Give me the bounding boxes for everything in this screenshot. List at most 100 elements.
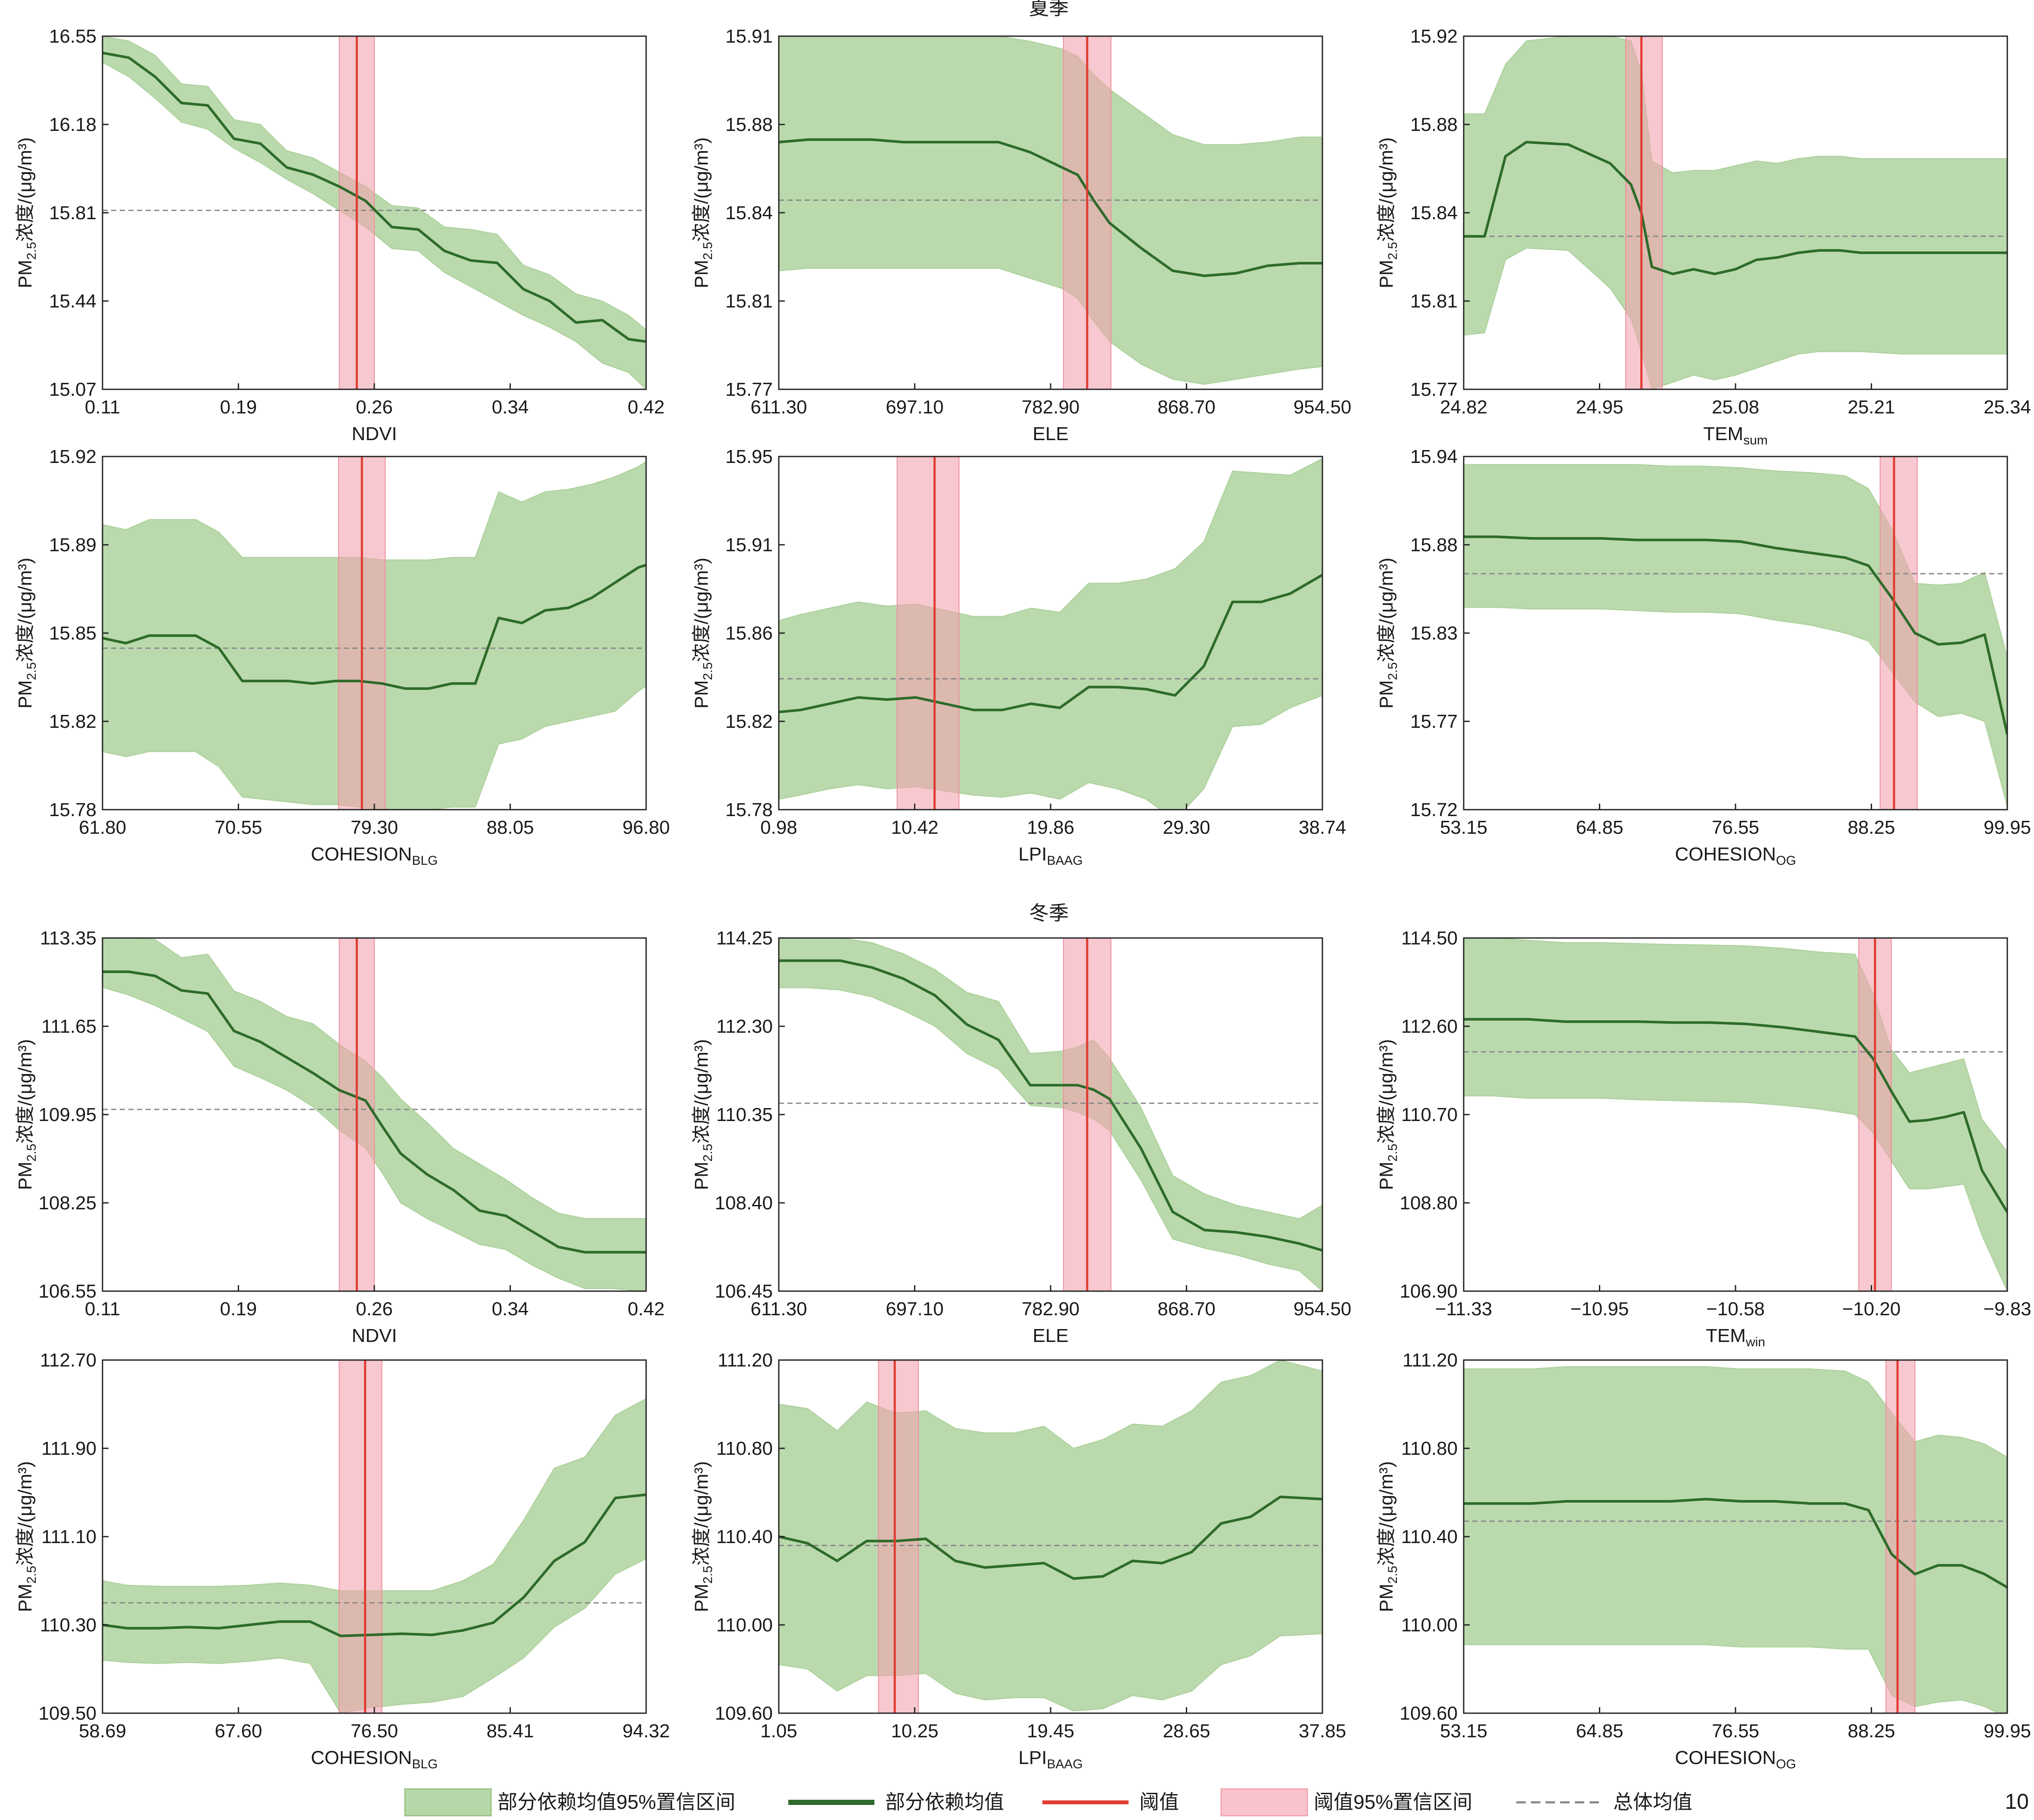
y-axis-title-main: PM (691, 680, 712, 708)
legend: 部分依赖均值95%置信区间 部分依赖均值 阈值 阈值95%置信区间 总体均值 (404, 1788, 1692, 1817)
x-tick-label: 697.10 (886, 397, 944, 418)
x-tick-label: 611.30 (750, 1298, 807, 1320)
y-axis-title-sub: 2.5 (25, 1144, 39, 1162)
ci-band (779, 458, 1322, 810)
legend-label-overall-mean: 总体均值 (1613, 1791, 1692, 1813)
y-axis-title-tail: 浓度/(μg/m³) (15, 137, 36, 242)
threshold-ci-band (1879, 457, 1918, 810)
y-axis-title: PM2.5浓度/(μg/m³) (15, 1039, 39, 1190)
pdp-panel-5: 0.98 10.42 19.86 29.30 38.74 15.78 15.82 15.86 1… (691, 446, 1346, 868)
y-axis-title-tail: 浓度/(μg/m³) (15, 1461, 36, 1566)
y-axis-title-sub: 2.5 (1386, 1566, 1400, 1584)
mean-line (103, 564, 646, 690)
x-tick-label: 96.80 (622, 817, 670, 838)
y-tick-label: 15.84 (1410, 202, 1458, 224)
y-tick-label: 114.25 (716, 928, 773, 949)
plot-area (1464, 457, 2007, 810)
y-tick-label: 15.88 (1410, 114, 1458, 135)
y-axis-title-main: PM (691, 260, 712, 288)
mean-line (103, 51, 646, 343)
y-tick-label: 15.89 (49, 534, 96, 556)
y-axis-title-sub: 2.5 (25, 662, 39, 680)
x-axis-title-main: TEM (1706, 1325, 1746, 1346)
ci-band (779, 36, 1322, 385)
x-axis-title-sub: sum (1743, 433, 1768, 447)
y-axis-title: PM2.5浓度/(μg/m³) (1376, 558, 1400, 709)
y-tick-label: 15.92 (1410, 26, 1458, 47)
x-axis-title: TEMsum (1703, 423, 1768, 447)
pdp-panel-9: −11.33 −10.95 −10.58 −10.20 −9.83 106.90 108.8… (1376, 928, 2031, 1349)
pdp-panel-8: 611.30 697.10 782.90 868.70 954.50 106.45 108.… (691, 928, 1351, 1346)
x-tick-label: 954.50 (1294, 397, 1352, 418)
plot-area (103, 457, 646, 810)
y-tick-label: 114.50 (1401, 928, 1458, 949)
x-axis-title-main: NDVI (351, 423, 397, 444)
x-axis-title: TEMwin (1706, 1325, 1765, 1349)
ci-band (1464, 464, 2007, 807)
ci-band (103, 1398, 646, 1713)
x-tick-label: 782.90 (1022, 1298, 1080, 1320)
y-tick-label: 15.86 (725, 623, 773, 644)
x-tick-label: 954.50 (1294, 1298, 1352, 1320)
mean-line (103, 1493, 646, 1637)
x-axis-title-main: COHESION (1675, 844, 1776, 865)
y-axis-title-main: PM (15, 680, 36, 708)
y-tick-label: 108.80 (1400, 1193, 1458, 1214)
section-title-winter: 冬季 (1029, 902, 1069, 924)
y-axis-title: PM2.5浓度/(μg/m³) (691, 1461, 715, 1612)
x-tick-label: 25.08 (1712, 397, 1759, 418)
x-tick-label: 0.26 (356, 397, 393, 418)
y-axis-title: PM2.5浓度/(μg/m³) (1376, 137, 1400, 289)
y-tick-label: 15.92 (49, 446, 96, 467)
x-axis-title-main: ELE (1033, 423, 1068, 444)
pdp-panel-12: 53.15 64.85 76.55 88.25 99.95 109.60 110.00 110… (1376, 1350, 2031, 1771)
y-tick-label: 110.30 (40, 1615, 96, 1636)
y-axis-title-main: PM (1376, 260, 1397, 288)
threshold-ci-band (1885, 1360, 1916, 1713)
y-axis-title: PM2.5浓度/(μg/m³) (691, 1039, 715, 1190)
x-tick-label: 53.15 (1440, 1721, 1487, 1742)
threshold-ci-band (339, 1360, 383, 1713)
x-tick-label: 88.25 (1847, 817, 1895, 838)
y-axis-title: PM2.5浓度/(μg/m³) (1376, 1461, 1400, 1612)
x-tick-label: 0.42 (628, 1298, 665, 1320)
mean-line (1464, 1497, 2007, 1589)
x-axis-title-main: LPI (1018, 844, 1047, 865)
pdp-panel-7: 0.11 0.19 0.26 0.34 0.42 106.55 108.25 109.95 11… (15, 928, 665, 1346)
x-axis-title: COHESIONBLG (311, 844, 438, 868)
y-tick-label: 106.55 (38, 1281, 96, 1302)
y-axis-title-sub: 2.5 (701, 242, 715, 260)
x-tick-label: 1.05 (760, 1721, 797, 1742)
y-axis-title: PM2.5浓度/(μg/m³) (691, 137, 715, 289)
x-tick-label: 58.69 (79, 1721, 126, 1742)
y-axis-title-main: PM (15, 1584, 36, 1612)
y-axis-title-sub: 2.5 (1386, 242, 1400, 260)
x-axis-title: LPIBAAG (1018, 844, 1082, 868)
x-tick-label: 37.85 (1299, 1721, 1346, 1742)
x-axis-title: COHESIONBLG (311, 1747, 438, 1771)
pdp-panel-6: 53.15 64.85 76.55 88.25 99.95 15.72 15.77 15.83… (1376, 446, 2031, 868)
y-axis-title: PM2.5浓度/(μg/m³) (15, 1461, 39, 1612)
y-tick-label: 16.55 (49, 26, 96, 47)
x-tick-label: 868.70 (1157, 397, 1216, 418)
x-tick-label: 0.42 (628, 397, 665, 418)
x-tick-label: 24.95 (1576, 397, 1623, 418)
x-tick-label: 76.50 (351, 1721, 398, 1742)
x-tick-label: 0.11 (85, 397, 120, 418)
y-tick-label: 15.94 (1410, 446, 1458, 467)
y-tick-label: 15.82 (725, 711, 773, 732)
plot-area (779, 1360, 1322, 1713)
legend-label-mean-line: 部分依赖均值 (885, 1791, 1004, 1813)
y-tick-label: 111.20 (718, 1350, 773, 1371)
x-tick-label: 25.21 (1847, 397, 1895, 418)
x-tick-label: 99.95 (1984, 817, 2031, 838)
y-axis-title-sub: 2.5 (25, 1566, 39, 1584)
y-axis-title-tail: 浓度/(μg/m³) (1376, 1039, 1397, 1144)
x-tick-label: −9.83 (1983, 1298, 2031, 1320)
x-axis-title-main: ELE (1033, 1325, 1068, 1346)
y-tick-label: 110.70 (1401, 1104, 1458, 1125)
x-axis-title: NDVI (351, 423, 397, 444)
x-axis-title-sub: BLG (412, 854, 438, 868)
x-tick-label: 88.05 (486, 817, 534, 838)
plot-area (103, 36, 646, 389)
